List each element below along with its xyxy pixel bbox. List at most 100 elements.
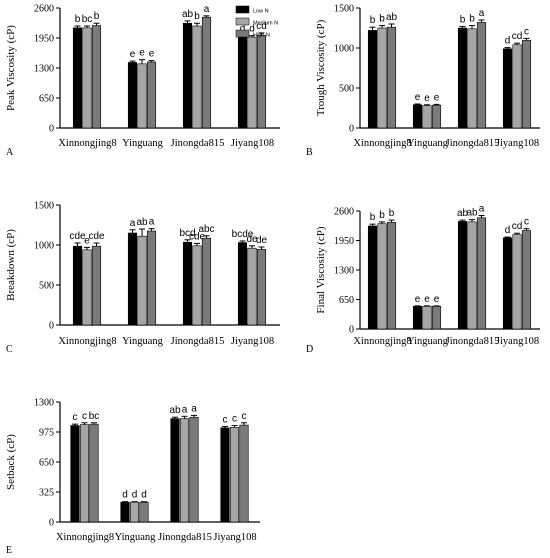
x-tick-label: Xinnongjing8 <box>56 532 114 543</box>
bar-c-2-1 <box>192 245 202 326</box>
bar-e-3-2 <box>239 424 249 523</box>
x-tick-label: Jiyang108 <box>496 336 539 347</box>
x-tick-label: Jinongda815 <box>446 336 500 347</box>
significance-letter: a <box>182 404 188 415</box>
bar-a-2-1 <box>192 25 202 129</box>
bar-b-2-2 <box>476 22 487 129</box>
significance-letter: c <box>223 414 228 425</box>
bar-c-0-0 <box>72 245 83 326</box>
x-tick-label: Jinongda815 <box>446 138 500 149</box>
bar-c-0-1 <box>82 249 92 326</box>
bar-c-0-2 <box>91 245 102 326</box>
y-tick-label: 975 <box>39 428 54 439</box>
bar-c-1-1 <box>137 235 147 326</box>
bar-b-3-0 <box>502 48 513 129</box>
y-tick-label: 0 <box>49 124 54 135</box>
significance-letter: cd <box>512 31 523 42</box>
bar-d-2-0 <box>457 221 468 330</box>
significance-letter: d <box>249 24 255 35</box>
x-tick-label: Jiyang108 <box>231 138 274 149</box>
significance-letter: d <box>240 24 246 35</box>
y-tick-label: 500 <box>39 281 54 292</box>
significance-letter: ab <box>466 208 478 219</box>
bar-b-2-1 <box>467 28 477 129</box>
bar-c-2-2 <box>201 237 212 326</box>
significance-letter: e <box>415 294 421 305</box>
bar-e-2-0 <box>170 418 180 523</box>
legend-swatch <box>235 5 250 14</box>
legend-entry-label: Medium N <box>253 21 278 27</box>
bar-e-0-1 <box>79 424 90 523</box>
x-tick-label: Jiyang108 <box>496 138 539 149</box>
y-tick-label: 1300 <box>334 266 354 277</box>
bar-b-0-1 <box>377 27 387 129</box>
significance-letter: abc <box>198 224 214 235</box>
significance-letter: b <box>370 15 376 26</box>
significance-letter: e <box>139 48 145 59</box>
bar-d-2-1 <box>467 221 477 330</box>
bar-a-0-0 <box>72 27 83 129</box>
x-tick-label: Yinguang <box>407 336 449 347</box>
panel-label: B <box>306 147 313 158</box>
bar-b-0-2 <box>386 26 397 129</box>
significance-letter: cd <box>512 221 523 232</box>
significance-letter: a <box>479 8 485 19</box>
significance-letter: a <box>130 218 136 229</box>
bar-e-2-2 <box>189 416 199 523</box>
x-tick-label: Jinongda815 <box>171 138 225 149</box>
significance-letter: e <box>434 92 440 103</box>
bar-b-1-0 <box>412 104 423 129</box>
bar-b-2-0 <box>457 27 468 129</box>
significance-letter: b <box>469 14 475 25</box>
y-tick-label: 500 <box>339 84 354 95</box>
significance-letter: e <box>84 235 90 246</box>
y-tick-label: 0 <box>49 518 54 529</box>
y-tick-label: 2600 <box>334 207 354 218</box>
y-tick-label: 325 <box>39 488 54 499</box>
bar-d-1-2 <box>431 306 442 330</box>
x-tick-label: Yinguang <box>115 532 157 543</box>
significance-letter: de <box>246 234 258 245</box>
significance-letter: ab <box>457 208 469 219</box>
bar-d-3-1 <box>512 234 522 330</box>
x-tick-label: Yinguang <box>122 138 164 149</box>
bar-a-1-2 <box>146 61 157 129</box>
bar-b-1-1 <box>422 105 432 129</box>
significance-letter: bc <box>82 14 93 25</box>
y-tick-label: 1500 <box>34 201 54 212</box>
y-tick-label: 650 <box>39 94 54 105</box>
panel-label: D <box>306 344 313 355</box>
significance-letter: c <box>524 26 529 37</box>
legend-swatch <box>235 17 250 26</box>
y-tick-label: 1000 <box>34 241 54 252</box>
significance-letter: cd <box>256 21 267 32</box>
panel-label: E <box>6 545 12 556</box>
y-tick-label: 1950 <box>34 34 54 45</box>
significance-letter: c <box>73 412 78 423</box>
x-tick-label: Xinnongjing8 <box>353 336 411 347</box>
significance-letter: bc <box>89 411 100 422</box>
significance-letter: b <box>379 210 385 221</box>
significance-letter: b <box>94 11 100 22</box>
y-tick-label: 1500 <box>334 4 354 15</box>
significance-letter: c <box>524 217 529 228</box>
y-tick-label: 2600 <box>34 4 54 15</box>
panel-label: A <box>6 147 14 158</box>
bar-a-3-0 <box>237 36 248 129</box>
bar-d-1-0 <box>412 306 423 330</box>
significance-letter: b <box>194 11 200 22</box>
bar-e-3-0 <box>220 427 230 523</box>
bar-e-0-2 <box>89 423 99 523</box>
significance-letter: a <box>479 204 485 215</box>
bar-a-2-2 <box>201 16 212 129</box>
bar-b-1-2 <box>431 104 442 129</box>
bar-c-1-0 <box>127 232 138 326</box>
significance-letter: b <box>75 14 81 25</box>
significance-letter: e <box>424 294 430 305</box>
bar-e-1-2 <box>139 501 149 523</box>
